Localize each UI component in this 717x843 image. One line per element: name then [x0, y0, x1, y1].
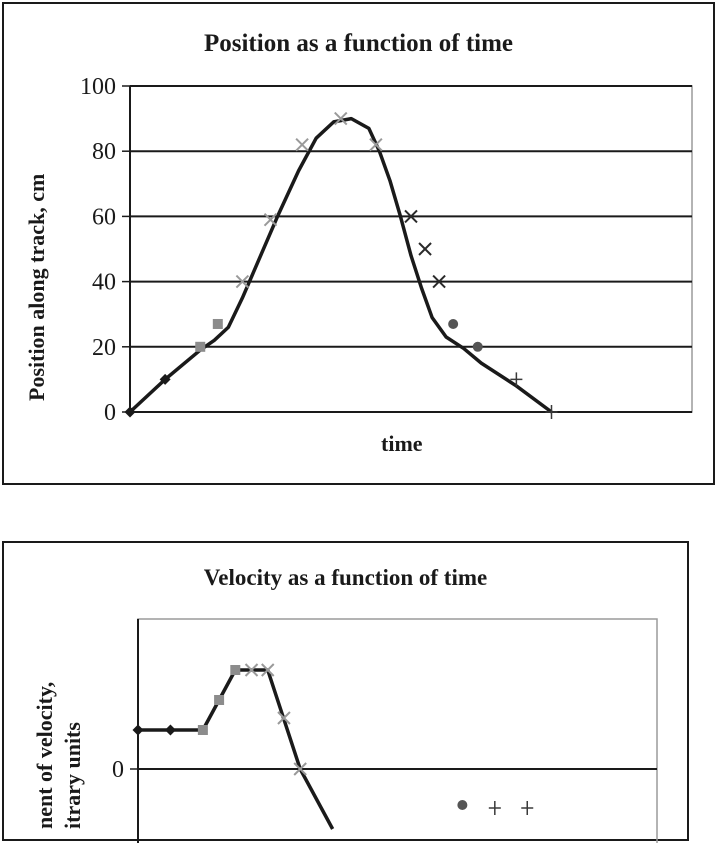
data-point-x — [334, 111, 348, 126]
data-point-x — [418, 242, 432, 256]
data-point-square — [214, 695, 225, 705]
data-point-plus — [510, 372, 523, 387]
series-line — [138, 668, 335, 830]
data-point-square — [195, 341, 206, 352]
y-tick-label: 0 — [112, 757, 124, 783]
data-point-x — [404, 209, 418, 224]
data-point-square — [212, 318, 223, 329]
data-point-x — [261, 663, 275, 677]
data-point-x — [369, 137, 383, 152]
velocity-chart: Velocity as a function of time nent of v… — [2, 541, 689, 843]
y-tick-label: 80 — [92, 139, 116, 165]
data-point-plus — [545, 405, 558, 419]
data-point-square — [197, 725, 208, 735]
data-point-x — [235, 274, 250, 289]
plot-area — [137, 618, 658, 843]
data-point-diamond — [159, 373, 171, 385]
y-tick-label: 100 — [80, 74, 116, 100]
data-point-x — [277, 711, 291, 725]
y-tick-label: 0 — [104, 400, 116, 426]
data-point-x — [293, 762, 307, 776]
data-point-diamond — [164, 724, 176, 736]
data-point-circle — [457, 800, 468, 810]
velocity-plot: 0 — [112, 618, 658, 843]
chart-title: Position as a function of time — [203, 30, 514, 57]
position-plot: 0 20 40 60 80 100 — [80, 74, 693, 426]
x-axis-label: time — [381, 431, 423, 456]
data-point-plus — [488, 801, 501, 815]
data-point-x — [244, 663, 259, 677]
data-point-square — [230, 665, 241, 675]
series-line — [128, 116, 553, 414]
data-point-x — [432, 274, 446, 289]
data-point-circle — [472, 341, 483, 352]
data-point-circle — [448, 318, 459, 329]
position-chart: Position as a function of time Position … — [2, 2, 715, 485]
y-tick-label: 60 — [92, 204, 116, 230]
y-tick-label: 40 — [92, 270, 116, 296]
data-point-x — [295, 137, 309, 152]
data-point-x — [263, 212, 278, 227]
chart-title: Velocity as a function of time — [203, 565, 488, 590]
data-point-diamond — [132, 724, 144, 736]
y-tick-label: 20 — [92, 335, 116, 361]
data-point-plus — [521, 801, 534, 815]
data-point-diamond — [124, 406, 136, 418]
